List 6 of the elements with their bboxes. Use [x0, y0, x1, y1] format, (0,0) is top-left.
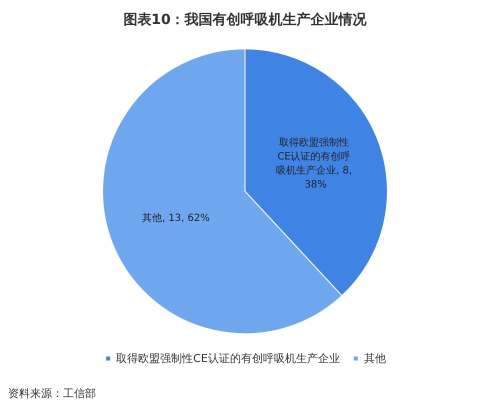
- legend-label: 其他: [364, 352, 386, 365]
- data-label: 其他, 13, 62%: [142, 212, 210, 224]
- legend-label: 取得欧盟强制性CE认证的有创呼吸机生产企业: [116, 352, 340, 365]
- data-label: 取得欧盟强制性CE认证的有创呼吸机生产企业, 8, 38%: [276, 136, 352, 191]
- text: 资料来源：工信部: [8, 387, 96, 400]
- chart-title: 图表10：我国有创呼吸机生产企业情况: [123, 11, 368, 28]
